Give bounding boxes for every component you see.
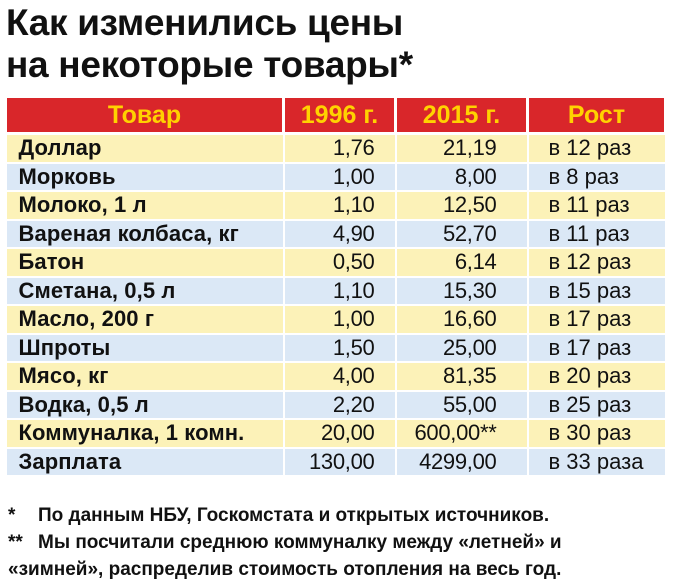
footnote-2-mark: ** (8, 532, 23, 553)
cell-growth: в 30 раз (526, 418, 667, 449)
page-title: Как изменились цены на некоторые товары* (6, 2, 666, 86)
cell-year-2015: 4299,00 (394, 446, 529, 477)
cell-item: Сметана, 0,5 л (4, 275, 285, 306)
table-row: Батон 0,50 6,14 в 12 раз (4, 247, 667, 278)
cell-year-2015: 81,35 (394, 361, 529, 392)
cell-year-2015: 12,50 (394, 190, 529, 221)
cell-year-2015: 16,60 (394, 304, 529, 335)
cell-year-1996: 1,10 (282, 190, 397, 221)
cell-year-2015: 600,00** (394, 418, 529, 449)
cell-year-2015: 55,00 (394, 389, 529, 420)
footnote-2-text: Мы посчитали среднюю коммуналку между «л… (38, 532, 562, 553)
cell-year-1996: 4,00 (282, 361, 397, 392)
header-item: Товар (4, 98, 285, 135)
cell-item: Мясо, кг (4, 361, 285, 392)
table-row: Зарплата 130,00 4299,00 в 33 раза (4, 446, 667, 477)
header-year-2015: 2015 г. (394, 98, 529, 135)
cell-year-1996: 20,00 (282, 418, 397, 449)
cell-year-1996: 0,50 (282, 247, 397, 278)
cell-year-1996: 1,00 (282, 161, 397, 192)
table-row: Мясо, кг 4,00 81,35 в 20 раз (4, 361, 667, 392)
cell-growth: в 17 раз (526, 332, 667, 363)
table-row: Шпроты 1,50 25,00 в 17 раз (4, 332, 667, 363)
cell-year-1996: 1,50 (282, 332, 397, 363)
cell-growth: в 12 раз (526, 132, 667, 164)
cell-year-2015: 21,19 (394, 132, 529, 164)
cell-growth: в 25 раз (526, 389, 667, 420)
cell-growth: в 12 раз (526, 247, 667, 278)
footnote-1-text: По данным НБУ, Госкомстата и открытых ис… (38, 505, 550, 526)
cell-year-2015: 15,30 (394, 275, 529, 306)
cell-year-1996: 1,00 (282, 304, 397, 335)
footnote-2: ** Мы посчитали среднюю коммуналку между… (0, 529, 675, 556)
footnote-2-continued-text: «зимней», распределив стоимость отоплени… (8, 559, 562, 580)
cell-growth: в 20 раз (526, 361, 667, 392)
cell-growth: в 11 раз (526, 190, 667, 221)
cell-growth: в 17 раз (526, 304, 667, 335)
title-line-2: на некоторые товары* (6, 44, 413, 85)
cell-growth: в 11 раз (526, 218, 667, 249)
cell-year-2015: 25,00 (394, 332, 529, 363)
cell-item: Водка, 0,5 л (4, 389, 285, 420)
table-row: Водка, 0,5 л 2,20 55,00 в 25 раз (4, 389, 667, 420)
cell-item: Зарплата (4, 446, 285, 477)
table-row: Вареная колбаса, кг 4,90 52,70 в 11 раз (4, 218, 667, 249)
cell-growth: в 33 раза (526, 446, 667, 477)
cell-item: Морковь (4, 161, 285, 192)
cell-year-2015: 6,14 (394, 247, 529, 278)
table-row: Морковь 1,00 8,00 в 8 раз (4, 161, 667, 192)
cell-year-1996: 1,10 (282, 275, 397, 306)
cell-year-2015: 8,00 (394, 161, 529, 192)
cell-growth: в 15 раз (526, 275, 667, 306)
cell-year-1996: 130,00 (282, 446, 397, 477)
cell-item: Шпроты (4, 332, 285, 363)
header-year-1996: 1996 г. (282, 98, 397, 135)
cell-year-1996: 2,20 (282, 389, 397, 420)
table-row: Доллар 1,76 21,19 в 12 раз (4, 132, 667, 164)
title-line-1: Как изменились цены (6, 2, 404, 43)
table-row: Масло, 200 г 1,00 16,60 в 17 раз (4, 304, 667, 335)
cell-item: Молоко, 1 л (4, 190, 285, 221)
header-growth: Рост (526, 98, 667, 135)
cell-item: Коммуналка, 1 комн. (4, 418, 285, 449)
cell-year-1996: 1,76 (282, 132, 397, 164)
footnote-1: * По данным НБУ, Госкомстата и открытых … (0, 502, 675, 529)
table-row: Коммуналка, 1 комн. 20,00 600,00** в 30 раз (4, 418, 667, 449)
table-row: Сметана, 0,5 л 1,10 15,30 в 15 раз (4, 275, 667, 306)
table-row: Молоко, 1 л 1,10 12,50 в 11 раз (4, 190, 667, 221)
footnotes: * По данным НБУ, Госкомстата и открытых … (0, 502, 675, 583)
footnote-2-continued: «зимней», распределив стоимость отоплени… (0, 556, 675, 583)
cell-item: Доллар (4, 132, 285, 164)
cell-item: Масло, 200 г (4, 304, 285, 335)
cell-year-2015: 52,70 (394, 218, 529, 249)
cell-item: Батон (4, 247, 285, 278)
cell-year-1996: 4,90 (282, 218, 397, 249)
cell-growth: в 8 раз (526, 161, 667, 192)
cell-item: Вареная колбаса, кг (4, 218, 285, 249)
footnote-1-mark: * (8, 505, 16, 526)
price-table: Товар 1996 г. 2015 г. Рост Доллар 1,76 21,… (4, 98, 667, 477)
table-header-row: Товар 1996 г. 2015 г. Рост (4, 98, 667, 135)
